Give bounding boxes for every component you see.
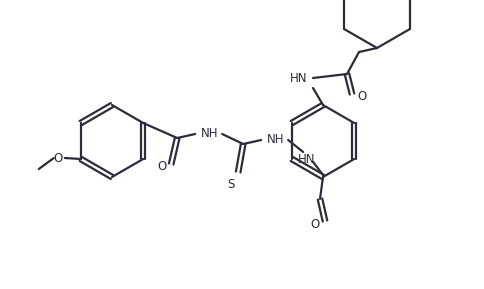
Text: O: O xyxy=(310,218,319,231)
Text: HN: HN xyxy=(297,153,314,166)
Text: NH: NH xyxy=(200,127,217,140)
Text: HN: HN xyxy=(289,71,307,84)
Text: S: S xyxy=(227,179,234,192)
Text: O: O xyxy=(357,90,366,103)
Text: O: O xyxy=(157,160,166,173)
Text: NH: NH xyxy=(266,132,283,145)
Text: O: O xyxy=(53,151,62,164)
